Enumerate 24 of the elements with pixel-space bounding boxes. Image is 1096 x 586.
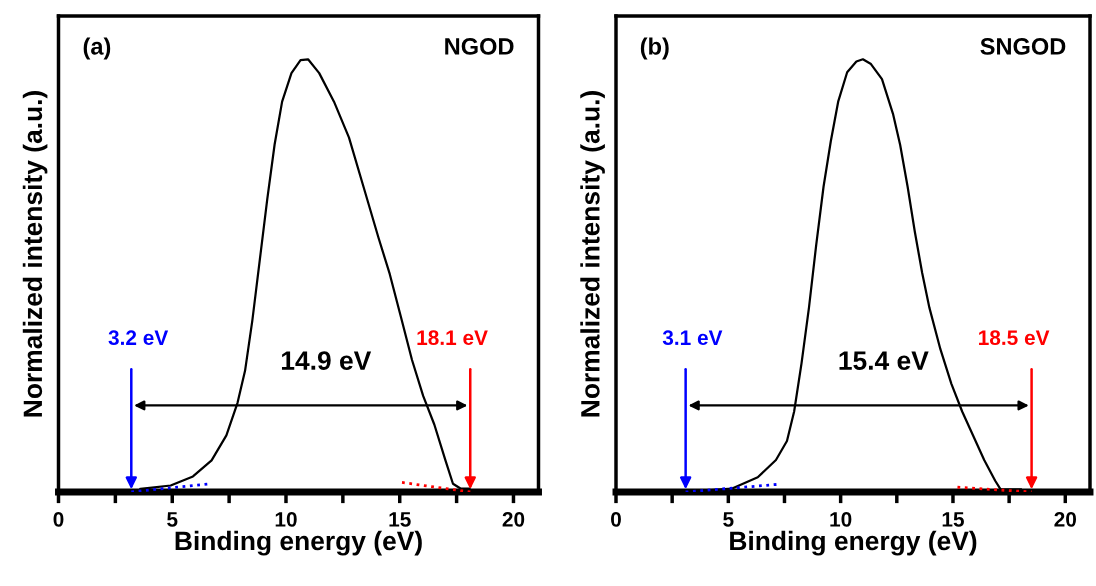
x-tick-label: 20: [502, 511, 525, 527]
x-tick-label: 15: [942, 512, 964, 527]
x-tick-label: 5: [723, 512, 734, 527]
annotation: 3.1 eV: [662, 330, 723, 346]
x-tick-label: 10: [830, 511, 852, 527]
annotation: 14.9 eV: [281, 351, 372, 370]
x-tick-label: 0: [53, 511, 64, 527]
x-axis-title: Binding energy (eV): [730, 530, 977, 556]
x-tick-label: 10: [275, 511, 297, 527]
x-tick-label: 20: [1054, 511, 1077, 527]
x-tick-label: 5: [167, 512, 178, 527]
x-tick-label: 15: [389, 512, 411, 527]
annotation: (b): [640, 37, 669, 60]
y-axis-title: Normalized intensity (a.u.): [22, 91, 48, 417]
annotation: 18.5 eV: [979, 330, 1050, 346]
x-axis-title: Binding energy (eV): [175, 530, 422, 556]
annotation: 18.1 eV: [417, 330, 488, 346]
y-axis-title: Normalized intensity (a.u.): [580, 91, 605, 417]
annotation: 15.4 eV: [839, 351, 929, 370]
annotation: 3.2 eV: [108, 330, 169, 346]
text: SNGOD: [980, 38, 1066, 55]
x-tick-label: 0: [611, 511, 621, 527]
text: NGOD: [445, 38, 514, 55]
annotation: (a): [83, 37, 111, 60]
